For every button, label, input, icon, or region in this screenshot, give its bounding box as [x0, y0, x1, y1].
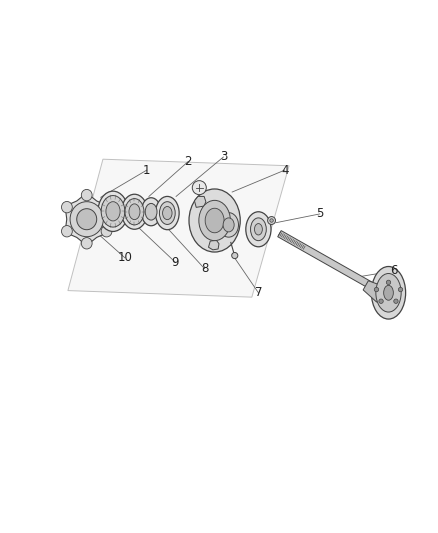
Ellipse shape [101, 225, 112, 237]
Ellipse shape [254, 223, 262, 235]
Circle shape [379, 299, 383, 303]
Ellipse shape [159, 201, 175, 224]
Circle shape [192, 181, 206, 195]
Ellipse shape [61, 225, 72, 237]
Ellipse shape [106, 201, 120, 221]
Ellipse shape [376, 273, 401, 312]
Ellipse shape [77, 209, 97, 230]
Polygon shape [363, 281, 385, 302]
Ellipse shape [101, 201, 112, 213]
Circle shape [394, 299, 398, 303]
Ellipse shape [101, 196, 125, 227]
Ellipse shape [70, 201, 103, 237]
Ellipse shape [199, 200, 230, 241]
Ellipse shape [155, 197, 179, 230]
Ellipse shape [384, 285, 393, 300]
Ellipse shape [246, 212, 271, 247]
Circle shape [268, 216, 276, 224]
Circle shape [386, 280, 391, 285]
Text: 9: 9 [171, 256, 179, 269]
Text: 4: 4 [281, 164, 289, 176]
Text: 5: 5 [316, 207, 323, 221]
Circle shape [374, 287, 379, 292]
Ellipse shape [162, 206, 172, 220]
Text: 10: 10 [117, 251, 132, 264]
Text: 2: 2 [184, 155, 192, 168]
Circle shape [398, 287, 403, 292]
Polygon shape [208, 240, 219, 250]
Text: 3: 3 [220, 150, 227, 164]
Ellipse shape [145, 204, 157, 220]
Ellipse shape [129, 204, 140, 220]
Ellipse shape [371, 266, 406, 319]
Polygon shape [194, 197, 206, 207]
Text: 1: 1 [143, 164, 151, 176]
Polygon shape [278, 231, 376, 290]
Ellipse shape [251, 218, 266, 241]
Ellipse shape [205, 208, 224, 233]
Ellipse shape [98, 191, 128, 231]
Polygon shape [65, 193, 108, 246]
Ellipse shape [125, 199, 144, 225]
Ellipse shape [81, 189, 92, 201]
Ellipse shape [189, 189, 240, 252]
Ellipse shape [81, 238, 92, 249]
Text: 6: 6 [390, 264, 398, 277]
Text: 8: 8 [201, 262, 208, 275]
Ellipse shape [223, 218, 234, 232]
Ellipse shape [141, 198, 161, 226]
Circle shape [270, 219, 273, 222]
Polygon shape [68, 159, 289, 297]
Ellipse shape [219, 213, 238, 237]
Ellipse shape [61, 201, 72, 213]
Ellipse shape [121, 194, 148, 229]
Text: 7: 7 [254, 286, 262, 300]
Circle shape [232, 253, 238, 259]
